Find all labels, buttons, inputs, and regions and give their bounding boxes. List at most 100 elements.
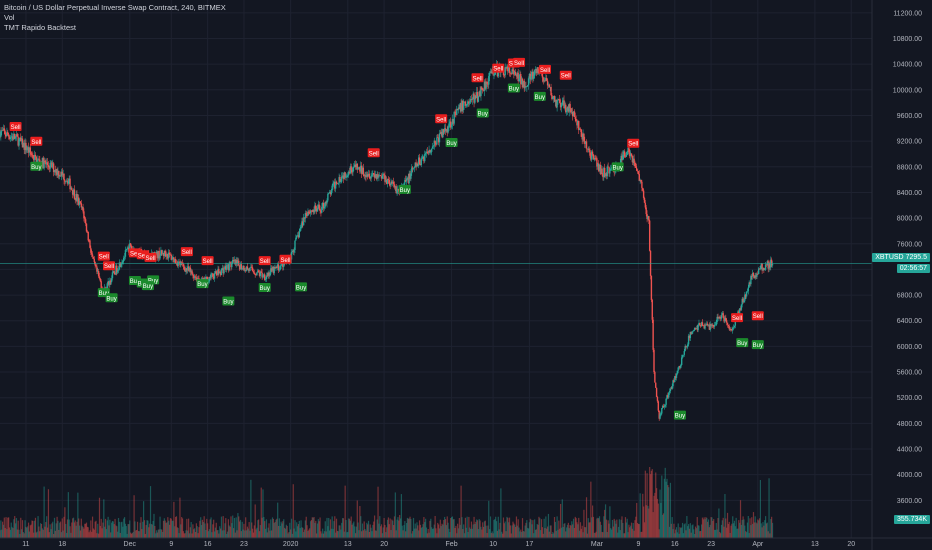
candle-body bbox=[71, 187, 73, 190]
volume-bar bbox=[401, 525, 403, 538]
candle-body bbox=[69, 178, 71, 190]
volume-bar bbox=[97, 523, 99, 538]
candle-body bbox=[742, 298, 744, 302]
candle-body bbox=[269, 273, 271, 276]
candle-body bbox=[366, 174, 369, 177]
volume-bar bbox=[207, 531, 210, 538]
volume-bar bbox=[643, 506, 645, 538]
volume-bar bbox=[266, 532, 268, 538]
volume-bar bbox=[485, 525, 487, 538]
volume-bar bbox=[26, 527, 28, 538]
volume-bar bbox=[336, 530, 338, 538]
volume-study-label[interactable]: Vol bbox=[4, 13, 15, 22]
y-tick-label: 8800.00 bbox=[897, 164, 922, 171]
signal-box bbox=[222, 296, 235, 306]
volume-bar bbox=[473, 516, 475, 538]
candle-body bbox=[247, 268, 249, 270]
strategy-label[interactable]: TMT Rapido Backtest bbox=[4, 23, 76, 32]
volume-bar bbox=[308, 529, 310, 538]
volume-bar bbox=[284, 527, 286, 538]
candle-body bbox=[441, 131, 443, 138]
volume-bar bbox=[476, 519, 478, 538]
candle-body bbox=[597, 163, 600, 171]
candle-body bbox=[82, 206, 84, 212]
candle-body bbox=[556, 100, 558, 108]
candle-body bbox=[378, 175, 380, 178]
volume-bar bbox=[301, 527, 303, 538]
volume-bar bbox=[320, 531, 322, 538]
volume-bar bbox=[719, 531, 721, 538]
candle-body bbox=[324, 201, 326, 207]
volume-bar bbox=[590, 481, 592, 538]
volume-bar bbox=[444, 516, 446, 538]
volume-bar bbox=[357, 522, 359, 538]
volume-bar bbox=[299, 528, 301, 538]
candle-body bbox=[655, 382, 657, 388]
candle-body bbox=[432, 145, 435, 147]
signal-box bbox=[367, 148, 380, 158]
candle-body bbox=[753, 275, 756, 278]
candle-body bbox=[474, 95, 476, 103]
volume-bar bbox=[550, 525, 552, 538]
candle-body bbox=[765, 264, 768, 266]
volume-bar bbox=[138, 531, 140, 538]
candle-body bbox=[352, 167, 354, 173]
candle-body bbox=[227, 264, 230, 271]
volume-bar bbox=[516, 525, 518, 538]
candle-body bbox=[164, 250, 166, 254]
volume-bar bbox=[486, 533, 488, 538]
volume-bar bbox=[195, 523, 197, 538]
volume-bar bbox=[14, 516, 16, 538]
volume-bar bbox=[84, 523, 86, 538]
candle-body bbox=[407, 177, 410, 184]
candle-body bbox=[120, 264, 122, 267]
candle-body bbox=[307, 211, 309, 216]
signal-label: Buy bbox=[31, 165, 41, 171]
candle-body bbox=[455, 112, 457, 115]
volume-bar bbox=[655, 488, 658, 538]
candle-body bbox=[290, 251, 293, 260]
candle-body bbox=[404, 180, 406, 184]
candle-body bbox=[93, 258, 95, 263]
candle-body bbox=[117, 269, 120, 271]
volume-badge: 355.734K bbox=[894, 515, 930, 524]
candle-body bbox=[444, 128, 447, 131]
candle-body bbox=[527, 78, 530, 86]
candle-body bbox=[738, 308, 741, 314]
volume-bar bbox=[77, 492, 79, 538]
candle-body bbox=[65, 180, 68, 182]
candle-body bbox=[44, 160, 46, 163]
volume-bar bbox=[115, 525, 117, 538]
candle-body bbox=[493, 74, 495, 76]
volume-bar bbox=[27, 526, 29, 538]
candle-body bbox=[385, 179, 388, 184]
volume-bar bbox=[139, 522, 141, 538]
volume-bar bbox=[194, 532, 197, 538]
volume-bar bbox=[322, 528, 324, 538]
volume-bar bbox=[279, 525, 281, 538]
signal-box bbox=[751, 340, 764, 350]
candle-body bbox=[159, 255, 161, 259]
candle-body bbox=[560, 104, 563, 108]
candle-body bbox=[163, 250, 166, 257]
volume-bar bbox=[538, 516, 540, 538]
candle-body bbox=[670, 388, 673, 390]
volume-bar bbox=[429, 520, 431, 538]
y-tick-label: 7600.00 bbox=[897, 241, 922, 248]
candle-body bbox=[483, 81, 486, 91]
candle-body bbox=[232, 259, 234, 264]
time-axis[interactable]: 11 18 Dec 9 16 23 2020 13 20 Feb 10 17 Mar 9 16 23 Apr 13… bbox=[0, 537, 932, 548]
volume-bar bbox=[681, 527, 683, 538]
candle-body bbox=[266, 275, 269, 277]
signal-box bbox=[103, 261, 115, 271]
candle-body bbox=[729, 329, 731, 330]
volume-bar bbox=[340, 529, 342, 538]
signal-label: Sell bbox=[260, 259, 270, 265]
volume-bar bbox=[439, 519, 441, 538]
volume-bar bbox=[218, 533, 220, 538]
volume-bar bbox=[316, 523, 319, 538]
candle-body bbox=[413, 167, 416, 169]
candle-body bbox=[393, 184, 396, 188]
volume-bar bbox=[386, 519, 389, 538]
